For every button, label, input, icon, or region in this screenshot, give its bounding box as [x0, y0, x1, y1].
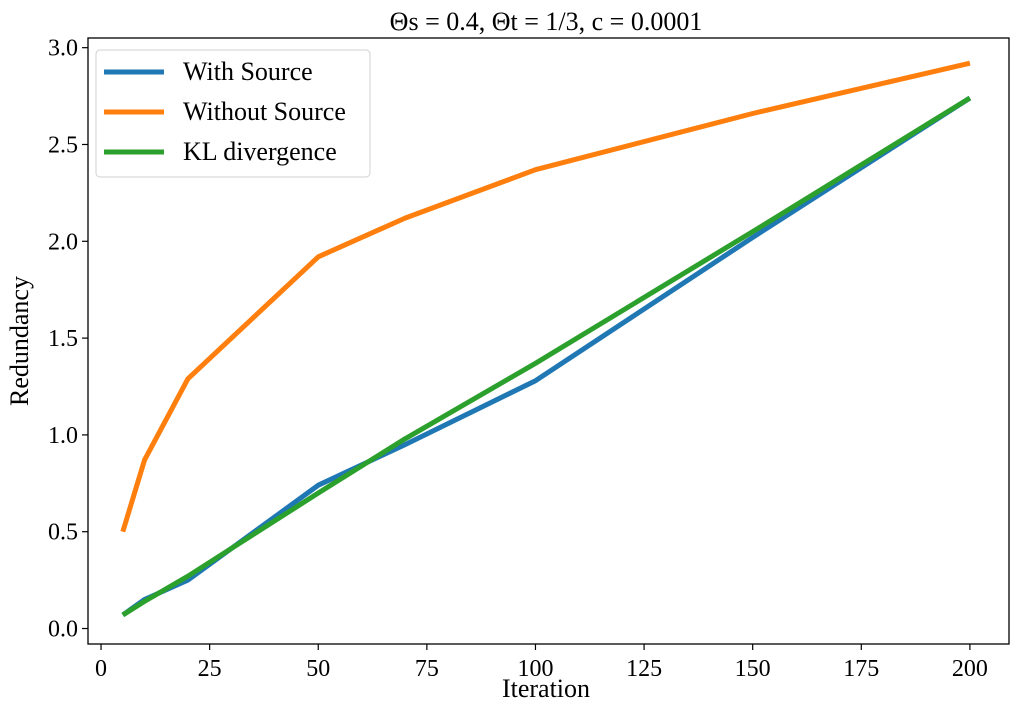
- x-tick-label: 75: [415, 656, 439, 682]
- y-tick-label: 0.0: [48, 617, 78, 643]
- x-tick-label: 50: [306, 656, 330, 682]
- legend-box: [95, 49, 371, 178]
- x-tick-label: 125: [626, 656, 662, 682]
- legend-label: With Source: [183, 57, 313, 86]
- y-axis-label: Redundancy: [5, 276, 34, 406]
- x-tick-label: 0: [95, 656, 107, 682]
- legend: With Source Without Source KL divergence: [95, 49, 371, 178]
- y-tick-label: 2.5: [48, 132, 78, 158]
- x-tick-label: 100: [517, 656, 553, 682]
- chart-title: Θs = 0.4, Θt = 1/3, c = 0.0001: [390, 7, 703, 36]
- y-tick-label: 1.5: [48, 326, 78, 352]
- x-tick-label: 200: [952, 656, 988, 682]
- y-tick-label: 0.5: [48, 520, 78, 546]
- plot-frame: [87, 37, 1010, 645]
- y-axis: 0.0 0.5 1.0 1.5 2.0 2.5 3.0: [48, 36, 88, 643]
- x-axis-label: Iteration: [502, 674, 590, 703]
- x-tick-label: 25: [198, 656, 222, 682]
- x-tick-label: 175: [843, 656, 879, 682]
- y-tick-label: 2.0: [48, 229, 78, 255]
- legend-label: KL divergence: [183, 137, 337, 166]
- plot-area: [120, 60, 972, 618]
- series-line-without-source: [120, 60, 971, 533]
- x-tick-label: 150: [735, 656, 771, 682]
- y-tick-label: 3.0: [48, 36, 78, 62]
- series-line-kl-divergence: [121, 95, 972, 618]
- y-tick-label: 1.0: [48, 423, 78, 449]
- x-axis: 0 25 50 75 100 125 150 175 200: [95, 644, 988, 682]
- legend-label: Without Source: [183, 97, 346, 126]
